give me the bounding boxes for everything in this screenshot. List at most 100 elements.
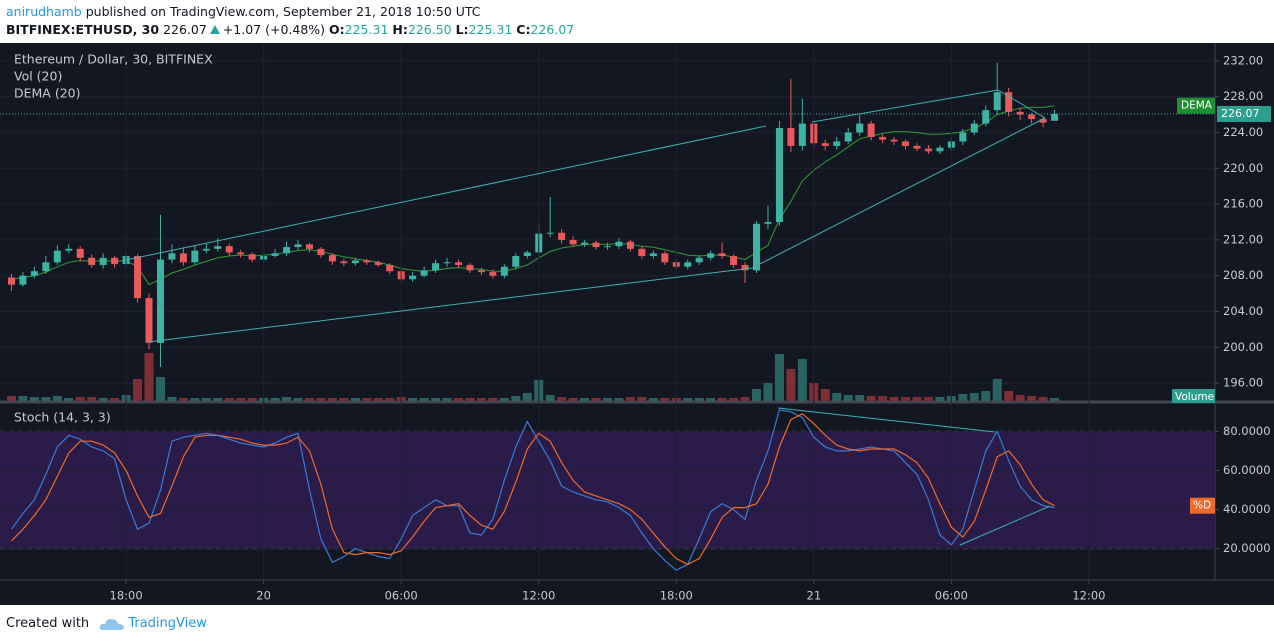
candle-body <box>879 136 887 140</box>
low: 225.31 <box>468 22 513 37</box>
volume-bar <box>167 397 177 401</box>
trend-line[interactable] <box>811 89 999 123</box>
candle-body <box>111 257 119 265</box>
y-tick-label: 216.00 <box>1223 197 1263 211</box>
author[interactable]: anirudhamb <box>6 4 82 19</box>
volume-bar <box>247 398 257 401</box>
axis-tag <box>1177 97 1215 114</box>
trend-line[interactable] <box>125 125 767 261</box>
y-tick-label: 208.00 <box>1223 268 1263 282</box>
volume-bar <box>706 398 716 401</box>
high: 226.50 <box>407 22 452 37</box>
trend-line[interactable] <box>751 117 1046 269</box>
volume-bar <box>213 398 223 401</box>
candle-body <box>649 253 657 257</box>
footer: Created with TradingView <box>6 616 207 631</box>
header-line: BITFINEX:ETHUSD, 30 226.07 +1.07 (+0.48%)… <box>6 21 574 39</box>
y-tick-label: 200.00 <box>1223 340 1263 354</box>
candle-body <box>156 259 164 343</box>
volume-bar <box>717 398 727 401</box>
candle-body <box>604 246 611 248</box>
volume-bar <box>224 398 234 401</box>
volume-bar <box>855 395 865 401</box>
volume-bar <box>293 398 303 401</box>
candle-body <box>615 241 623 247</box>
candle-body <box>970 123 978 133</box>
y-tick-label: 224.00 <box>1223 125 1263 139</box>
volume-bar <box>408 398 418 401</box>
candle-body <box>695 257 703 263</box>
x-tick-label: 18:00 <box>110 589 143 603</box>
x-tick-label: 12:00 <box>522 589 555 603</box>
trend-line[interactable] <box>997 89 1046 119</box>
candle-body <box>913 145 921 149</box>
trend-line[interactable] <box>777 407 996 433</box>
y-tick-label: 20.0000 <box>1223 541 1271 555</box>
up-arrow <box>209 25 220 34</box>
volume-bar <box>625 397 635 401</box>
candle-body <box>363 260 371 263</box>
volume-bar <box>442 398 452 401</box>
volume-bar <box>98 398 108 401</box>
volume-bar <box>557 397 567 401</box>
volume-bar <box>144 353 154 401</box>
candle-body <box>626 241 634 249</box>
volume-bar <box>591 398 601 401</box>
volume-bar <box>476 398 486 401</box>
x-tick-label: 06:00 <box>935 589 968 603</box>
axis-tag <box>1190 497 1215 514</box>
candle-body <box>374 262 382 265</box>
volume-bar <box>488 398 498 401</box>
volume-bar <box>41 397 51 401</box>
candle-body <box>65 248 73 251</box>
open: 225.31 <box>344 22 389 37</box>
volume-bar <box>878 396 888 401</box>
trend-line[interactable] <box>147 267 753 343</box>
volume-bar <box>740 397 750 401</box>
candle-body <box>134 256 142 299</box>
candle-body <box>936 147 944 152</box>
volume-bar <box>190 398 200 401</box>
change: +1.07 (+0.48%) <box>222 22 326 37</box>
volume-bar <box>580 398 590 401</box>
volume-bar <box>614 398 624 401</box>
volume-bar <box>236 398 246 401</box>
volume-bar <box>465 398 475 401</box>
brand[interactable]: TradingView <box>128 616 207 631</box>
volume-bar <box>373 398 383 401</box>
volume-bar <box>866 396 876 401</box>
candle-body <box>753 223 761 271</box>
candle-body <box>581 242 589 245</box>
candle-body <box>569 239 577 245</box>
y-tick-label: 196.00 <box>1223 376 1263 390</box>
candle-body <box>707 253 715 258</box>
o-label: O: <box>329 22 345 37</box>
header-line: anirudhamb published on TradingView.com,… <box>6 3 574 21</box>
y-tick-label: 80.0000 <box>1223 424 1271 438</box>
volume-bar <box>637 397 647 401</box>
candle-body <box>237 252 245 255</box>
volume-bar <box>499 398 509 401</box>
volume-bar <box>729 398 739 401</box>
axis-tag-label: %D <box>1193 500 1211 512</box>
candle-body <box>1051 113 1059 121</box>
trend-line[interactable] <box>959 505 1051 546</box>
x-tick-label: 21 <box>807 589 822 603</box>
candle-body <box>179 253 187 263</box>
candle-body <box>477 270 485 273</box>
trend-lines <box>125 89 1051 546</box>
candle-body <box>718 253 726 257</box>
candle-body <box>764 222 772 224</box>
h-label: H: <box>392 22 408 37</box>
y-tick-label: 204.00 <box>1223 304 1263 318</box>
candle-body <box>787 128 795 146</box>
candle-body <box>328 255 336 262</box>
candle-body <box>202 248 210 251</box>
candle-body <box>340 261 348 264</box>
volume-bar <box>889 397 899 401</box>
volume-bar <box>786 369 796 401</box>
volume-bar <box>6 396 16 401</box>
close: 226.07 <box>530 22 575 37</box>
candle-body <box>489 272 497 276</box>
